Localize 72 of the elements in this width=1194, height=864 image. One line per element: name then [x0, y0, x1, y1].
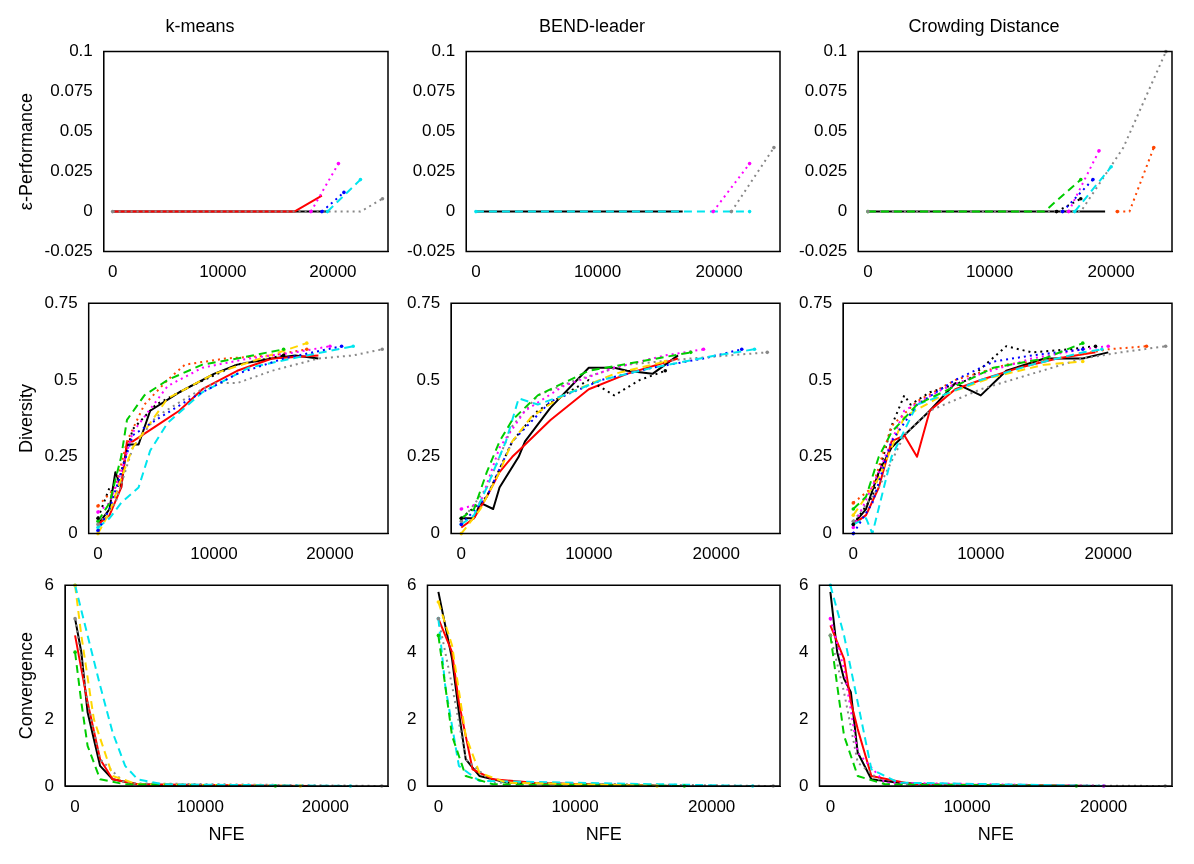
- chart-title: k-means: [165, 15, 235, 36]
- x-tick-label: 10000: [199, 262, 247, 282]
- y-tick-label: 0.1: [823, 41, 848, 61]
- x-tick-label: 10000: [565, 544, 613, 564]
- y-tick-label: 0.75: [406, 292, 441, 312]
- y-tick-label: 0: [430, 523, 441, 543]
- x-tick-label: 20000: [1080, 796, 1128, 816]
- y-tick-label: 0.75: [44, 292, 78, 312]
- x-tick-label: 0: [863, 262, 873, 282]
- x-tick-label: 10000: [943, 796, 991, 816]
- y-tick-label: 0.05: [814, 121, 848, 141]
- y-tick-label: 2: [44, 708, 55, 728]
- y-tick-label: 0.075: [50, 81, 93, 101]
- y-tick-label: 0: [445, 201, 456, 221]
- x-axis-title: NFE: [977, 824, 1014, 845]
- y-tick-label: 0: [83, 201, 93, 221]
- y-tick-label: 0.05: [422, 121, 456, 141]
- y-tick-label: 6: [44, 574, 55, 594]
- x-tick-label: 10000: [573, 262, 622, 282]
- y-tick-label: 0.25: [406, 446, 441, 466]
- y-axis-title: ε-Performance: [15, 93, 36, 211]
- y-tick-label: 0.1: [69, 41, 93, 61]
- y-tick-label: 0.5: [54, 369, 78, 389]
- y-tick-label: 2: [798, 708, 809, 728]
- y-tick-label: 4: [44, 641, 55, 661]
- y-axis-title: Diversity: [15, 383, 36, 453]
- x-tick-label: 10000: [551, 796, 599, 816]
- y-tick-label: 0: [798, 775, 809, 795]
- x-tick-label: 20000: [1087, 262, 1135, 282]
- y-tick-label: 0.75: [798, 292, 833, 312]
- y-tick-label: 2: [406, 708, 417, 728]
- y-axis-title: Convergence: [15, 632, 36, 740]
- y-tick-label: -0.025: [407, 241, 456, 261]
- chart-title: Crowding Distance: [908, 15, 1060, 36]
- y-tick-label: 0: [822, 523, 833, 543]
- y-tick-label: 0.05: [59, 121, 93, 141]
- y-tick-label: 4: [406, 641, 417, 661]
- y-tick-label: 0.025: [50, 161, 93, 181]
- y-tick-label: 0.075: [804, 81, 848, 101]
- x-tick-label: 20000: [688, 796, 736, 816]
- y-tick-label: -0.025: [799, 241, 848, 261]
- x-tick-label: 10000: [965, 262, 1014, 282]
- x-tick-label: 10000: [957, 544, 1005, 564]
- y-tick-label: 6: [406, 574, 417, 594]
- x-axis-title: NFE: [585, 824, 622, 845]
- y-tick-label: 0.075: [412, 81, 456, 101]
- y-tick-label: 0: [68, 523, 78, 543]
- y-tick-label: -0.025: [44, 241, 93, 261]
- x-tick-label: 20000: [309, 262, 357, 282]
- y-tick-label: 0.025: [412, 161, 456, 181]
- x-axis-title: NFE: [208, 824, 245, 845]
- x-tick-label: 10000: [190, 544, 238, 564]
- x-tick-label: 20000: [695, 262, 743, 282]
- y-tick-label: 0.25: [798, 446, 833, 466]
- y-tick-label: 0: [837, 201, 848, 221]
- chart-title: BEND-leader: [538, 15, 646, 36]
- y-tick-label: 0.5: [808, 369, 833, 389]
- y-tick-label: 0.25: [44, 446, 78, 466]
- x-tick-label: 10000: [176, 796, 224, 816]
- x-tick-label: 20000: [692, 544, 740, 564]
- x-tick-label: 0: [471, 262, 481, 282]
- y-tick-label: 0: [406, 775, 417, 795]
- x-tick-label: 0: [107, 262, 118, 282]
- y-tick-label: 4: [798, 641, 809, 661]
- y-tick-label: 0.1: [431, 41, 456, 61]
- y-tick-label: 0.025: [804, 161, 848, 181]
- y-tick-label: 6: [798, 574, 809, 594]
- x-tick-label: 20000: [306, 544, 354, 564]
- x-tick-label: 20000: [301, 796, 350, 816]
- y-tick-label: 0: [44, 775, 55, 795]
- y-tick-label: 0.5: [416, 369, 441, 389]
- x-tick-label: 20000: [1084, 544, 1132, 564]
